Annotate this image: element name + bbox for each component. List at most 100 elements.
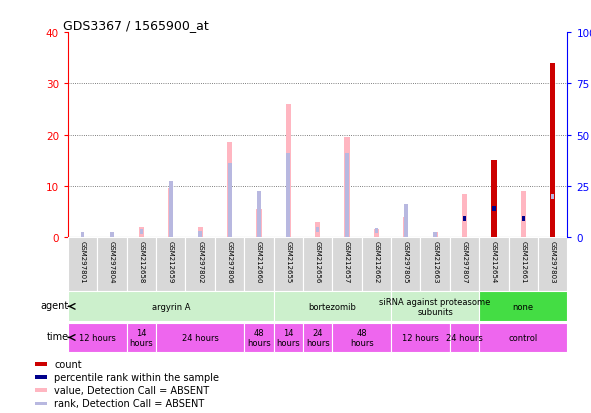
- Text: GSM212661: GSM212661: [520, 240, 527, 282]
- Bar: [274, 292, 391, 321]
- Bar: [286, 153, 290, 237]
- Bar: [35, 389, 47, 392]
- Bar: [244, 323, 274, 353]
- Bar: [35, 401, 47, 405]
- Bar: [332, 323, 391, 353]
- Text: GSM212663: GSM212663: [432, 240, 438, 282]
- Text: GSM212654: GSM212654: [491, 240, 497, 282]
- Text: GSM297805: GSM297805: [403, 240, 409, 282]
- Bar: [126, 323, 156, 353]
- Bar: [35, 375, 47, 379]
- Bar: [479, 237, 509, 291]
- Text: 24 hours: 24 hours: [446, 333, 483, 342]
- Text: bortezomib: bortezomib: [309, 302, 356, 311]
- Bar: [256, 209, 262, 237]
- Bar: [433, 233, 437, 238]
- Bar: [126, 237, 156, 291]
- Bar: [316, 228, 319, 233]
- Bar: [374, 230, 379, 237]
- Text: 24 hours: 24 hours: [181, 333, 219, 342]
- Bar: [274, 323, 303, 353]
- Bar: [391, 237, 420, 291]
- Bar: [479, 323, 567, 353]
- Text: GSM297801: GSM297801: [80, 240, 86, 282]
- Bar: [244, 237, 274, 291]
- Bar: [68, 237, 98, 291]
- Bar: [403, 217, 408, 237]
- Bar: [551, 194, 554, 199]
- Bar: [491, 192, 496, 237]
- Bar: [521, 216, 525, 222]
- Bar: [450, 237, 479, 291]
- Bar: [404, 204, 408, 237]
- Bar: [215, 237, 244, 291]
- Bar: [168, 189, 173, 237]
- Text: 48
hours: 48 hours: [247, 328, 271, 347]
- Bar: [274, 237, 303, 291]
- Text: GSM212662: GSM212662: [374, 240, 379, 282]
- Bar: [391, 292, 479, 321]
- Bar: [420, 237, 450, 291]
- Text: time: time: [47, 331, 69, 341]
- Bar: [156, 323, 244, 353]
- Bar: [68, 292, 274, 321]
- Bar: [450, 323, 479, 353]
- Bar: [315, 222, 320, 237]
- Bar: [186, 237, 215, 291]
- Bar: [491, 161, 496, 237]
- Text: GSM212657: GSM212657: [344, 240, 350, 282]
- Text: GSM297802: GSM297802: [197, 240, 203, 282]
- Bar: [509, 237, 538, 291]
- Bar: [303, 237, 332, 291]
- Text: GSM212656: GSM212656: [314, 240, 321, 282]
- Text: 12 hours: 12 hours: [79, 333, 116, 342]
- Text: siRNA against proteasome
subunits: siRNA against proteasome subunits: [379, 297, 491, 316]
- Bar: [81, 233, 85, 238]
- Bar: [139, 230, 143, 235]
- Text: GSM212658: GSM212658: [138, 240, 144, 282]
- Bar: [479, 292, 567, 321]
- Bar: [228, 164, 232, 237]
- Text: argyrin A: argyrin A: [151, 302, 190, 311]
- Text: control: control: [509, 333, 538, 342]
- Text: agent: agent: [40, 300, 69, 310]
- Text: GSM212659: GSM212659: [168, 240, 174, 282]
- Bar: [345, 153, 349, 237]
- Bar: [156, 237, 186, 291]
- Bar: [492, 206, 496, 211]
- Bar: [375, 229, 378, 234]
- Text: none: none: [513, 302, 534, 311]
- Text: percentile rank within the sample: percentile rank within the sample: [54, 372, 219, 382]
- Bar: [199, 232, 202, 237]
- Bar: [285, 104, 291, 237]
- Bar: [169, 181, 173, 237]
- Text: value, Detection Call = ABSENT: value, Detection Call = ABSENT: [54, 385, 209, 395]
- Bar: [139, 227, 144, 237]
- Bar: [98, 237, 126, 291]
- Bar: [111, 233, 114, 238]
- Bar: [463, 216, 466, 222]
- Bar: [68, 323, 126, 353]
- Bar: [550, 64, 556, 237]
- Text: rank, Detection Call = ABSENT: rank, Detection Call = ABSENT: [54, 399, 204, 408]
- Text: GDS3367 / 1565900_at: GDS3367 / 1565900_at: [63, 19, 209, 32]
- Bar: [433, 233, 438, 237]
- Text: 48
hours: 48 hours: [350, 328, 374, 347]
- Text: 24
hours: 24 hours: [306, 328, 330, 347]
- Bar: [391, 323, 450, 353]
- Bar: [332, 237, 362, 291]
- Text: GSM297807: GSM297807: [462, 240, 467, 282]
- Text: GSM297803: GSM297803: [550, 240, 556, 282]
- Text: 12 hours: 12 hours: [402, 333, 439, 342]
- Text: GSM212660: GSM212660: [256, 240, 262, 282]
- Text: GSM297804: GSM297804: [109, 240, 115, 282]
- Bar: [362, 237, 391, 291]
- Bar: [197, 227, 203, 237]
- Bar: [521, 192, 526, 237]
- Bar: [538, 237, 567, 291]
- Text: GSM212655: GSM212655: [285, 240, 291, 282]
- Bar: [462, 194, 467, 237]
- Bar: [35, 362, 47, 366]
- Text: GSM297806: GSM297806: [226, 240, 232, 282]
- Bar: [227, 143, 232, 237]
